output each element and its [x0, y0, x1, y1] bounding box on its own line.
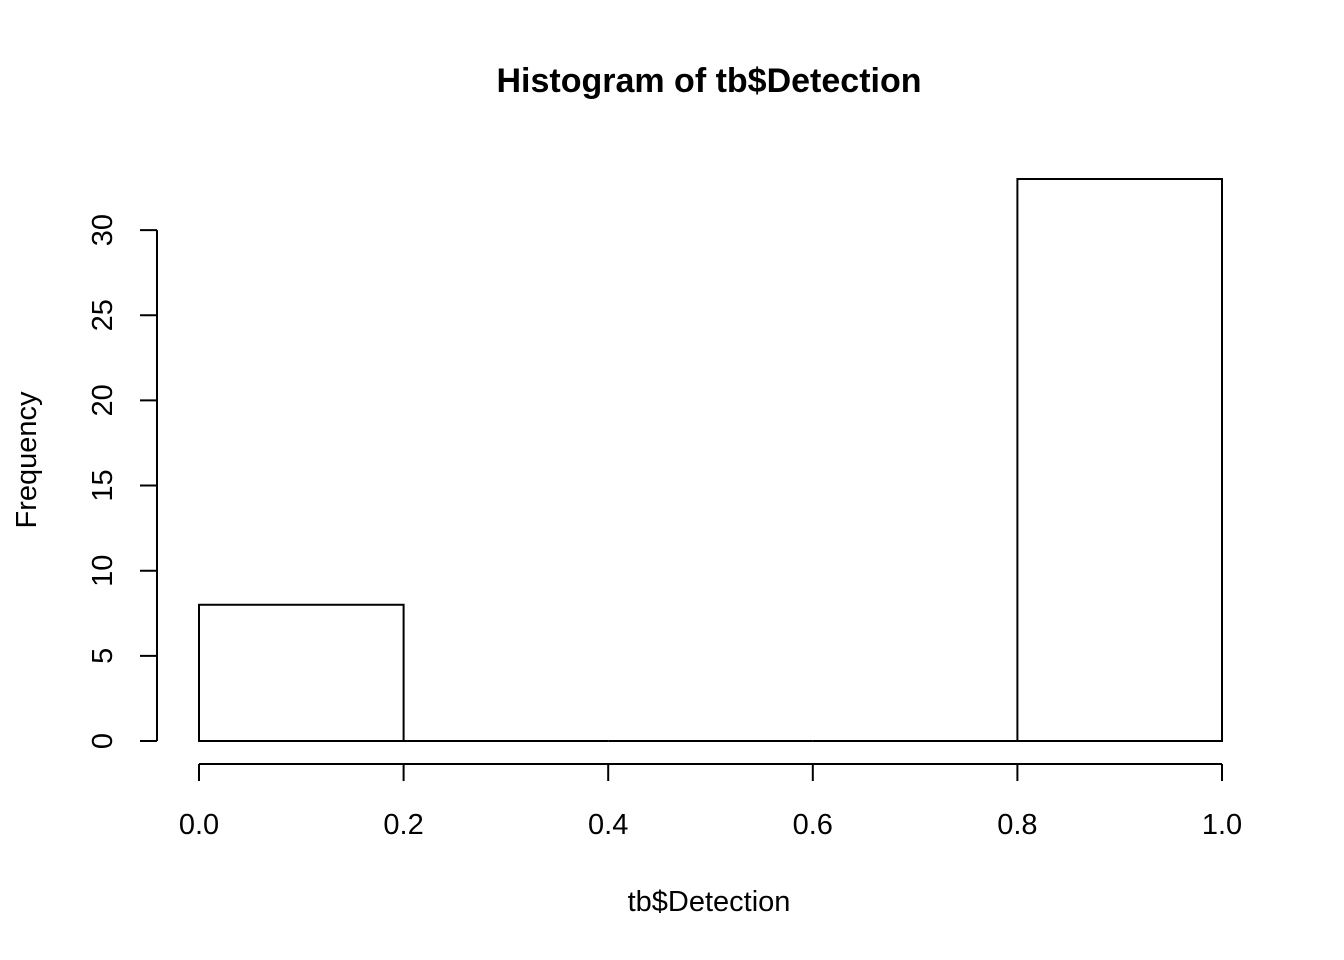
y-tick-label: 10: [87, 555, 119, 587]
histogram-bars: [198, 178, 1224, 743]
x-tick-label: 1.0: [1202, 809, 1242, 841]
x-tick-label: 0.2: [383, 809, 423, 841]
y-axis: 0 5 10 15 20 25 30: [87, 214, 158, 749]
histogram-bar: [1016, 178, 1224, 742]
y-tick-label: 0: [87, 733, 119, 749]
y-tick-label: 30: [87, 214, 119, 246]
x-tick-label: 0.4: [588, 809, 628, 841]
x-tick-label: 0.6: [793, 809, 833, 841]
x-tick-label: 0.8: [997, 809, 1037, 841]
y-axis-label: Frequency: [11, 391, 43, 529]
x-tick-label: 0.0: [179, 809, 219, 841]
y-tick-label: 15: [87, 469, 119, 501]
y-tick-label: 5: [87, 648, 119, 664]
y-tick-label: 25: [87, 299, 119, 331]
histogram-bar: [198, 603, 405, 743]
x-axis-label: tb$Detection: [628, 886, 791, 918]
y-tick-label: 20: [87, 384, 119, 416]
x-axis: 0.0 0.2 0.4 0.6 0.8 1.0: [179, 763, 1242, 841]
chart-title: Histogram of tb$Detection: [496, 62, 921, 100]
